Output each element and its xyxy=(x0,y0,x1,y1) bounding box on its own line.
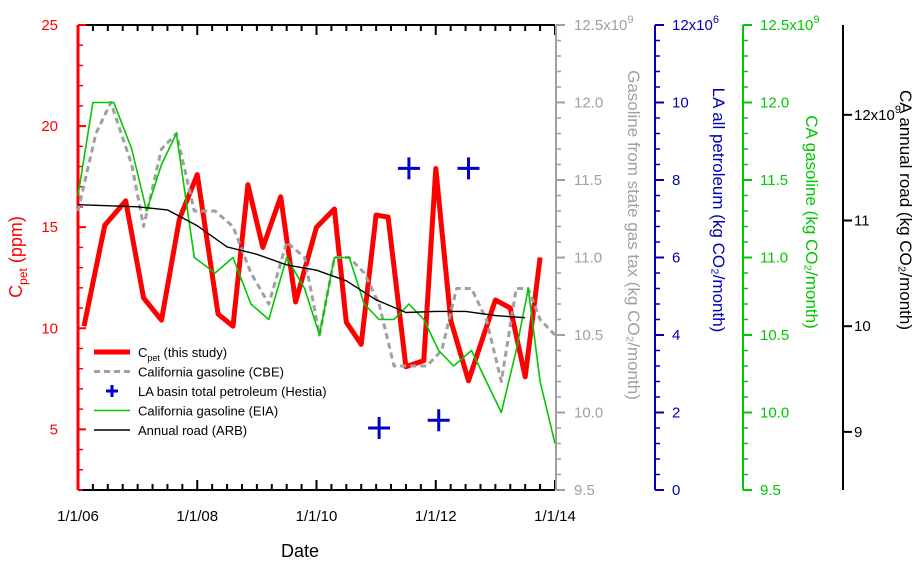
axis-tick-label-la: 2 xyxy=(672,405,680,422)
axis-gas_tax: 9.5 10.0 10.5 11.0 11.5 12.0 12.5x109 Gasoline … xyxy=(555,14,643,499)
series-la xyxy=(368,157,480,439)
axis-tick-label-road: 11 xyxy=(854,213,870,230)
axis-tick-label-ca_gas: 9.5 xyxy=(760,482,781,499)
axis-title-gas_tax: Gasoline from state gas tax (kg CO₂/mont… xyxy=(624,70,643,400)
legend-item: California gasoline (EIA) xyxy=(94,404,278,419)
series-line-ca_gas xyxy=(77,101,556,444)
legend-item: Annual road (ARB) xyxy=(94,423,247,438)
legend-label: LA basin total petroleum (Hestia) xyxy=(138,384,327,399)
axis-tick-label-gas_tax: 9.5 xyxy=(574,482,595,499)
legend-label: Annual road (ARB) xyxy=(138,423,247,438)
x-tick-label: 1/1/06 xyxy=(57,508,99,525)
axis-tick-label-la: 10 xyxy=(672,95,689,112)
x-axis-label: Date xyxy=(281,541,319,561)
legend-item: Cpet (this study) xyxy=(94,345,227,363)
axis-tick-label-ca_gas: 12.0 xyxy=(760,95,789,112)
axis-tick-label-gas_tax: 12.5x109 xyxy=(574,14,634,34)
axis-tick-label-ca_gas: 12.5x109 xyxy=(760,14,820,34)
axis-tick-label-gas_tax: 11.5 xyxy=(574,172,602,189)
x-tick-label: 1/1/12 xyxy=(415,508,457,525)
series-cpet xyxy=(81,166,543,384)
axis-tick-label-ca_gas: 11.5 xyxy=(760,172,788,189)
axes-layer: 1/1/06 1/1/08 1/1/10 1/1/12 1/1/14510152025C… xyxy=(6,14,915,525)
axis-tick-label-gas_tax: 10.0 xyxy=(574,405,603,422)
legend-item: California gasoline (CBE) xyxy=(94,365,284,380)
axis-tick-label-ca_gas: 10.0 xyxy=(760,405,789,422)
axis-tick-label-road: 9 xyxy=(854,424,862,441)
axis-tick-label-gas_tax: 10.5 xyxy=(574,327,603,344)
legend-label: California gasoline (CBE) xyxy=(138,365,284,380)
axis-tick-label-cpet: 15 xyxy=(41,219,58,236)
series-layer xyxy=(76,101,557,444)
axis-tick-label-la: 12x106 xyxy=(672,14,719,34)
axis-tick-label-la: 8 xyxy=(672,172,680,189)
legend-label: Cpet (this study) xyxy=(138,345,227,363)
axis-tick-label-road: 12x109 xyxy=(854,104,901,124)
legend-item: LA basin total petroleum (Hestia) xyxy=(106,384,327,399)
data-point-hestia xyxy=(368,417,391,439)
axis-tick-label-la: 0 xyxy=(672,482,680,499)
axis-tick-label-la: 4 xyxy=(672,327,680,344)
axis-tick-label-cpet: 20 xyxy=(41,118,58,135)
series-ca_gas xyxy=(77,101,556,444)
axis-ca_gas: 9.5 10.0 10.5 11.0 11.5 12.0 12.5x109 CA gasoli… xyxy=(742,14,821,499)
series-line-gas_tax xyxy=(76,101,557,383)
series-line-cpet xyxy=(81,166,543,384)
series-gas_tax xyxy=(76,101,557,383)
legend: Cpet (this study) California gasoline (CB… xyxy=(94,345,327,438)
axis-title-la: LA all petroleum (kg CO₂/month) xyxy=(709,88,728,333)
axis-title-ca_gas: CA gasoline (kg CO₂/month) xyxy=(802,115,821,329)
axis-title-road: CA annual road (kg CO₂/month) xyxy=(896,90,915,330)
series-road xyxy=(77,204,526,319)
axis-tick-label-cpet: 5 xyxy=(50,421,58,438)
data-point-hestia xyxy=(457,157,480,180)
axis-tick-label-ca_gas: 10.5 xyxy=(760,327,789,344)
axis-tick-label-la: 6 xyxy=(672,250,680,267)
data-point-hestia xyxy=(427,409,450,432)
series-line-road xyxy=(77,204,526,319)
axis-tick-label-cpet: 10 xyxy=(41,320,58,337)
legend-swatch-plus xyxy=(106,385,118,397)
legend-label: California gasoline (EIA) xyxy=(138,404,278,419)
axis-tick-label-road: 10 xyxy=(854,318,871,335)
axis-tick-label-gas_tax: 12.0 xyxy=(574,95,603,112)
axis-tick-label-cpet: 25 xyxy=(41,17,58,34)
x-tick-label: 1/1/08 xyxy=(176,508,218,525)
axis-tick-label-ca_gas: 11.0 xyxy=(760,250,788,267)
x-tick-label: 1/1/14 xyxy=(534,508,576,525)
axis-tick-label-gas_tax: 11.0 xyxy=(574,250,602,267)
axis-la: 0 2 4 6 8 10 12x106 LA all petroleum (kg CO₂/mo… xyxy=(654,14,728,499)
x-tick-label: 1/1/10 xyxy=(296,508,338,525)
data-point-hestia xyxy=(397,157,420,180)
